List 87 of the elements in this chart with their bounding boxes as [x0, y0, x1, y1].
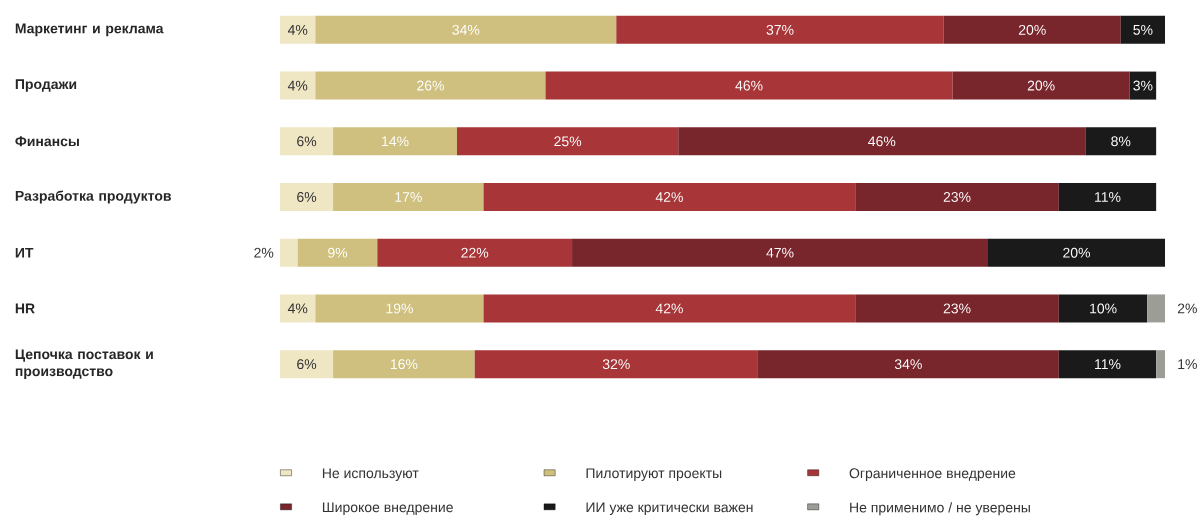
bar	[280, 15, 316, 44]
data-label: 34%	[894, 359, 922, 370]
bar	[333, 127, 457, 156]
bar	[1120, 15, 1166, 44]
bar	[315, 294, 484, 323]
data-label: 4%	[287, 303, 308, 314]
data-label: 6%	[297, 359, 317, 370]
data-label: 46%	[868, 136, 896, 147]
bar	[855, 183, 1059, 212]
data-label: 20%	[1027, 80, 1055, 91]
bar	[1129, 71, 1157, 100]
bar	[1058, 294, 1148, 323]
bar	[280, 238, 298, 267]
bar	[572, 238, 989, 267]
data-label: 23%	[943, 192, 971, 202]
data-label: 5%	[1133, 24, 1153, 35]
data-label: 6%	[297, 192, 317, 202]
bar	[616, 15, 944, 44]
bar	[297, 238, 378, 267]
bar	[952, 71, 1130, 100]
y-tick-label: HR	[15, 303, 35, 314]
bar	[1147, 294, 1166, 323]
bar	[333, 350, 475, 379]
bar	[757, 350, 1059, 379]
data-label: 37%	[766, 24, 794, 35]
data-label: 16%	[390, 359, 418, 370]
data-label: 9%	[328, 247, 348, 258]
bar	[280, 350, 334, 379]
data-label: 42%	[655, 192, 683, 202]
bar	[377, 238, 573, 267]
data-label: 25%	[554, 136, 582, 147]
bar	[943, 15, 1121, 44]
legend-label: ИИ уже критически важен	[586, 502, 753, 515]
data-label: 8%	[1111, 136, 1131, 147]
bar	[280, 71, 316, 100]
legend-label: Широкое внедрение	[322, 502, 453, 515]
data-label: 47%	[766, 247, 794, 258]
data-label: 22%	[461, 247, 489, 258]
bar	[678, 127, 1086, 156]
data-label: 11%	[1095, 359, 1121, 370]
bar	[280, 183, 334, 212]
data-label: 20%	[1018, 24, 1046, 35]
data-label: 17%	[395, 192, 422, 202]
data-label: 23%	[943, 303, 971, 314]
bar	[1156, 350, 1166, 379]
data-label: 4%	[287, 24, 308, 35]
data-label: 4%	[287, 80, 308, 91]
bar	[474, 350, 758, 379]
bar	[457, 127, 679, 156]
bar	[545, 71, 953, 100]
bar	[483, 183, 856, 212]
bar	[315, 71, 546, 100]
bar	[1058, 350, 1157, 379]
legend-label: Пилотируют проекты	[586, 468, 722, 481]
y-tick-label: Маркетинг и реклама	[15, 23, 164, 37]
data-label: 2%	[254, 247, 274, 258]
bar	[855, 294, 1059, 323]
legend-label: Ограниченное внедрение	[849, 468, 1016, 481]
bar	[483, 294, 856, 323]
bar	[333, 183, 484, 212]
y-tick-label: Продажи	[15, 79, 77, 92]
data-label: 10%	[1090, 303, 1117, 314]
bar	[1085, 127, 1157, 156]
y-tick-label: Разработка продуктов	[15, 190, 171, 204]
data-label: 11%	[1095, 192, 1121, 202]
y-tick-label: Финансы	[15, 136, 79, 147]
data-label: 34%	[452, 24, 480, 35]
data-label: 46%	[735, 80, 763, 91]
data-label: 19%	[386, 303, 413, 314]
bar	[280, 294, 316, 323]
data-label: 20%	[1063, 247, 1091, 258]
data-label: 26%	[417, 80, 444, 91]
bar	[315, 15, 617, 44]
legend-label: Не применимо / не уверены	[850, 502, 1030, 516]
data-label: 14%	[382, 136, 409, 147]
data-label: 6%	[297, 136, 317, 147]
legend-label: Не используют	[322, 468, 419, 481]
data-label: 1%	[1178, 359, 1197, 370]
data-label: 42%	[655, 303, 683, 314]
data-label: 3%	[1133, 80, 1153, 91]
bar	[1058, 183, 1157, 212]
data-label: 32%	[602, 359, 630, 370]
bar	[988, 238, 1166, 267]
y-tick-label: ИТ	[15, 247, 34, 258]
y-tick-label: Цепочка поставок и производство	[15, 349, 153, 379]
data-label: 2%	[1177, 303, 1197, 314]
bar	[280, 127, 334, 156]
